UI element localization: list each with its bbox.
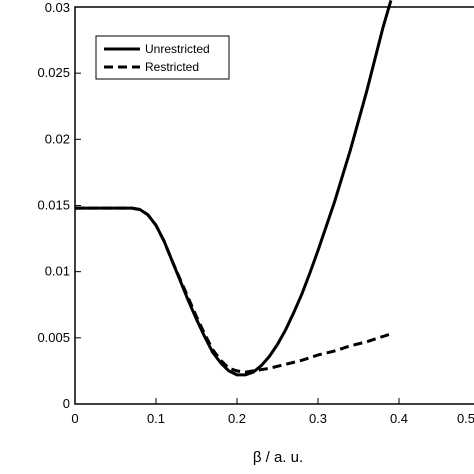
x-tick-label: 0.5 [457,411,474,426]
y-tick-label: 0.025 [37,65,70,80]
x-axis: 0 0.1 0.2 0.3 0.4 0.5 [71,398,474,426]
x-tick-label: 0.4 [390,411,408,426]
legend: Unrestricted Restricted [95,35,230,80]
y-tick-label: 0.01 [45,264,70,279]
y-tick-label: 0.015 [37,198,70,213]
x-tick-label: 0 [71,411,78,426]
y-tick-label: 0.02 [45,131,70,146]
legend-label-unrestricted: Unrestricted [145,42,210,56]
y-tick-label: 0.005 [37,330,70,345]
y-tick-label: 0 [63,396,70,411]
legend-label-restricted: Restricted [145,60,199,74]
x-tick-label: 0.2 [228,411,246,426]
legend-box [95,35,230,80]
series-line-restricted [75,206,392,374]
y-tick-label: 0.03 [45,0,70,15]
x-tick-label: 0.1 [147,411,165,426]
x-axis-title: β / a. u. [253,449,303,466]
x-tick-label: 0.3 [309,411,327,426]
series-layer [75,0,393,377]
y-axis: 0 0.005 0.01 0.015 0.02 0.025 0.03 [37,0,81,411]
